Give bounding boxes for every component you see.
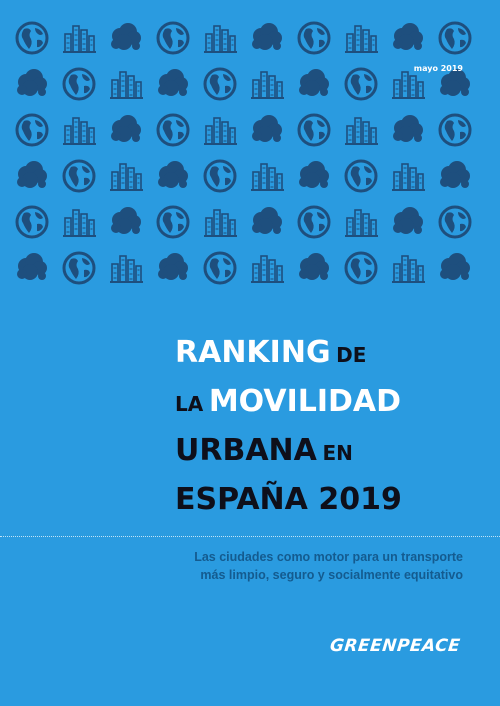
title-word-espana-2019: ESPAÑA 2019 xyxy=(175,482,402,517)
building-icon xyxy=(63,209,96,237)
building-icon xyxy=(345,117,378,145)
globe-icon xyxy=(438,113,472,147)
building-icon xyxy=(251,163,284,191)
building-icon xyxy=(251,255,284,283)
building-icon xyxy=(345,209,378,237)
cloud-icon xyxy=(17,69,47,96)
globe-icon xyxy=(297,21,331,55)
globe-icon xyxy=(156,205,190,239)
globe-icon xyxy=(203,67,237,101)
globe-icon xyxy=(344,67,378,101)
building-icon xyxy=(392,255,425,283)
publication-date: mayo 2019 xyxy=(413,64,463,73)
globe-icon xyxy=(62,251,96,285)
cloud-icon xyxy=(158,161,188,188)
greenpeace-logo: GREENPEACE xyxy=(328,636,462,656)
title-word-movilidad: MOVILIDAD xyxy=(208,384,402,419)
globe-icon xyxy=(15,21,49,55)
report-title: RANKING DE LA MOVILIDAD URBANA EN ESPAÑA… xyxy=(175,330,402,526)
cloud-icon xyxy=(17,161,47,188)
title-line-2: LA MOVILIDAD xyxy=(175,379,402,428)
globe-icon xyxy=(15,113,49,147)
cloud-icon xyxy=(17,253,47,280)
globe-icon xyxy=(203,159,237,193)
cloud-icon xyxy=(440,161,470,188)
globe-icon xyxy=(438,205,472,239)
building-icon xyxy=(110,255,143,283)
globe-icon xyxy=(344,159,378,193)
cloud-icon xyxy=(111,207,141,234)
cloud-icon xyxy=(158,253,188,280)
cloud-icon xyxy=(299,253,329,280)
cloud-icon xyxy=(440,253,470,280)
subtitle-line-1: Las ciudades como motor para un transpor… xyxy=(194,550,463,564)
icon-pattern xyxy=(14,20,486,292)
building-icon xyxy=(63,25,96,53)
cloud-icon xyxy=(158,69,188,96)
building-icon xyxy=(110,163,143,191)
building-icon xyxy=(345,25,378,53)
globe-icon xyxy=(438,21,472,55)
globe-icon xyxy=(156,21,190,55)
building-icon xyxy=(392,71,425,99)
building-icon xyxy=(110,71,143,99)
globe-icon xyxy=(62,159,96,193)
building-icon xyxy=(204,117,237,145)
building-icon xyxy=(392,163,425,191)
title-word-urbana: URBANA xyxy=(175,433,317,468)
building-icon xyxy=(63,117,96,145)
cloud-icon xyxy=(111,23,141,50)
title-word-la: LA xyxy=(175,392,204,416)
cloud-icon xyxy=(252,115,282,142)
cloud-icon xyxy=(111,115,141,142)
title-word-en: EN xyxy=(322,441,353,465)
cloud-icon xyxy=(299,161,329,188)
cloud-icon xyxy=(393,207,423,234)
title-line-4: ESPAÑA 2019 xyxy=(175,477,402,526)
cloud-icon xyxy=(440,69,470,96)
globe-icon xyxy=(297,205,331,239)
building-icon xyxy=(204,209,237,237)
title-line-3: URBANA EN xyxy=(175,428,402,477)
title-line-1: RANKING DE xyxy=(175,330,402,379)
cloud-icon xyxy=(299,69,329,96)
title-word-ranking: RANKING xyxy=(175,335,331,370)
globe-icon xyxy=(203,251,237,285)
building-icon xyxy=(204,25,237,53)
cloud-icon xyxy=(252,207,282,234)
globe-icon xyxy=(62,67,96,101)
cloud-icon xyxy=(393,115,423,142)
globe-icon xyxy=(297,113,331,147)
cloud-icon xyxy=(393,23,423,50)
building-icon xyxy=(251,71,284,99)
subtitle-line-2: más limpio, seguro y socialmente equitat… xyxy=(200,568,463,582)
globe-icon xyxy=(156,113,190,147)
cloud-icon xyxy=(252,23,282,50)
globe-icon xyxy=(15,205,49,239)
title-word-de: DE xyxy=(336,343,367,367)
dotted-divider xyxy=(0,536,500,537)
globe-icon xyxy=(344,251,378,285)
report-subtitle: Las ciudades como motor para un transpor… xyxy=(83,548,463,584)
